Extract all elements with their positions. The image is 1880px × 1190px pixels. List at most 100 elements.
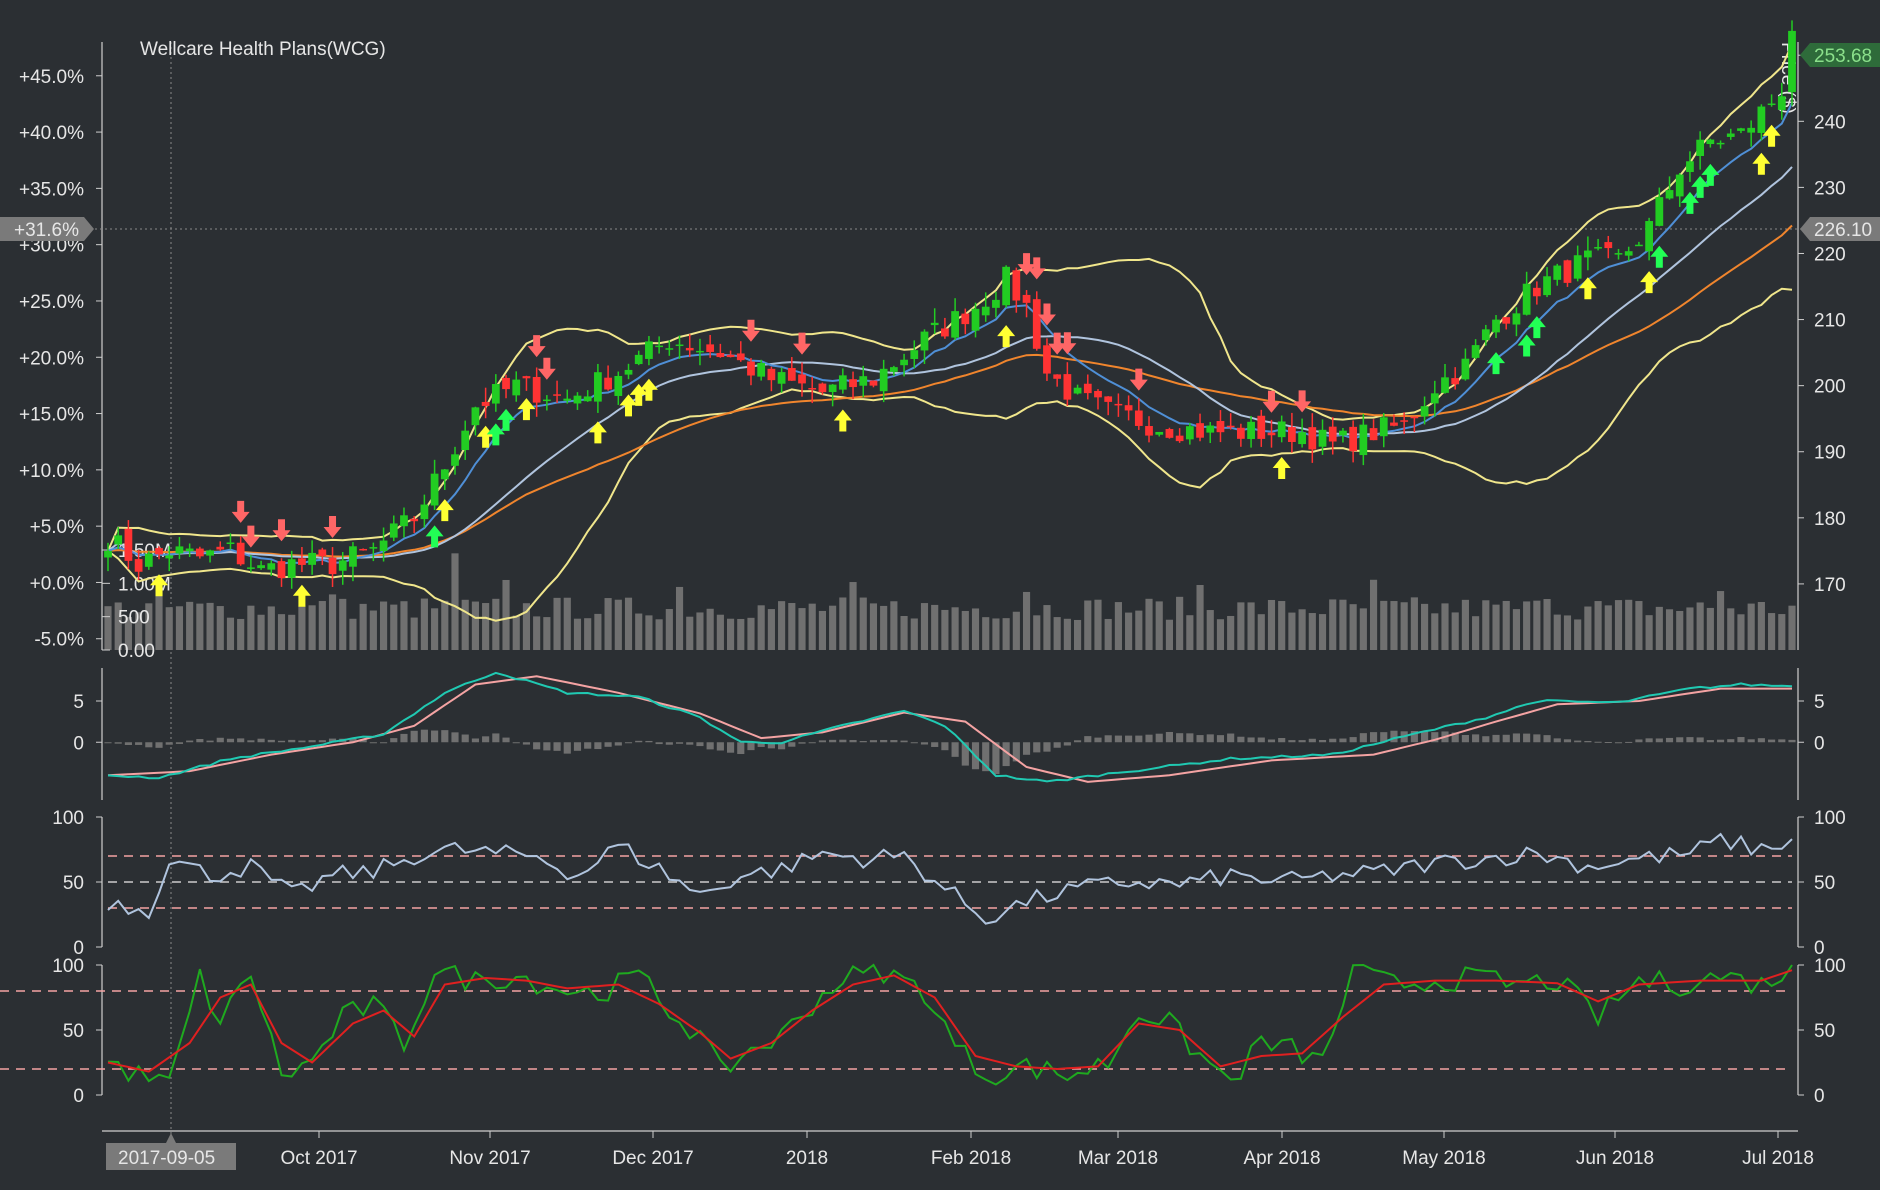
- candle-body: [1185, 426, 1194, 440]
- macd-histogram-bar: [778, 742, 786, 750]
- candle-body: [338, 560, 347, 571]
- macd-histogram-bar: [726, 742, 735, 753]
- macd-histogram-bar: [594, 742, 602, 750]
- macd-histogram-bar: [410, 730, 418, 743]
- volume-bar: [1165, 619, 1174, 650]
- candle-body: [144, 553, 153, 567]
- macd-histogram-bar: [451, 732, 459, 743]
- candle-body: [1063, 374, 1072, 400]
- macd-histogram-bar: [869, 740, 878, 743]
- macd-histogram-bar: [1604, 741, 1612, 743]
- macd-histogram-bar: [114, 742, 122, 744]
- volume-bar: [1196, 585, 1204, 650]
- candle-body: [1502, 317, 1511, 324]
- volume-bar: [482, 603, 490, 650]
- candle-body: [1441, 377, 1449, 393]
- macd-histogram-bar: [1421, 731, 1429, 743]
- volume-bar: [267, 606, 275, 650]
- pct-tick-label: +0.0%: [30, 573, 85, 594]
- candle-body: [736, 353, 745, 361]
- macd-histogram-bar: [1257, 737, 1265, 743]
- volume-bar: [675, 586, 684, 650]
- candle-body: [451, 454, 459, 466]
- volume-bar: [339, 598, 347, 650]
- macd-histogram-bar: [675, 742, 684, 744]
- candle-body: [1196, 423, 1204, 438]
- x-tick-label: Nov 2017: [449, 1148, 530, 1169]
- candle-body: [1349, 426, 1358, 452]
- sell-signal-arrow: [1037, 303, 1056, 326]
- macd-histogram-bar: [1614, 742, 1623, 744]
- macd-histogram-bar: [308, 740, 316, 743]
- volume-bar: [1533, 600, 1541, 650]
- candle-body: [930, 322, 939, 326]
- stoch-layer: 0 0 50 50 100 100: [0, 956, 1846, 1107]
- macd-histogram-bar: [767, 742, 775, 749]
- volume-bar: [1410, 597, 1418, 650]
- volume-bar: [1237, 602, 1245, 650]
- tick-label-left: 5: [73, 692, 84, 713]
- volume-bar: [971, 608, 980, 650]
- candle-body: [1155, 431, 1164, 435]
- macd-histogram-bar: [1247, 737, 1255, 743]
- volume-bar: [716, 614, 724, 650]
- buy-signal-arrow: [1680, 191, 1699, 214]
- volume-bar: [1033, 615, 1041, 650]
- buy-signal-arrow: [1691, 175, 1710, 198]
- volume-bar: [1094, 599, 1102, 650]
- volume-bar: [359, 603, 367, 650]
- macd-histogram-bar: [665, 742, 673, 745]
- macd-histogram-bar: [604, 742, 612, 747]
- buy-signal-arrow: [1272, 456, 1291, 479]
- volume-bar: [451, 553, 459, 650]
- macd-histogram-bar: [1727, 739, 1735, 743]
- macd-histogram-bar: [553, 742, 561, 751]
- candle-body: [1614, 253, 1623, 255]
- candle-body: [277, 561, 286, 579]
- current-price-badge: 226.10: [1800, 217, 1880, 241]
- candle-body: [185, 548, 194, 552]
- candle-body: [287, 559, 296, 578]
- volume-bar: [522, 603, 531, 650]
- macd-histogram-bar: [1227, 733, 1235, 743]
- candle-body: [1114, 403, 1123, 406]
- macd-histogram-bar: [1155, 733, 1163, 743]
- macd-histogram-bar: [686, 742, 694, 745]
- macd-histogram-bar: [614, 742, 622, 746]
- volume-bar: [1390, 601, 1398, 650]
- candle-body: [155, 548, 163, 555]
- macd-histogram-bar: [298, 740, 306, 743]
- macd-histogram-bar: [237, 738, 245, 743]
- volume-bar: [1665, 609, 1674, 650]
- volume-bar: [1063, 618, 1071, 650]
- buy-signal-arrow: [1701, 163, 1720, 186]
- macd-histogram-bar: [226, 738, 235, 743]
- sell-signal-arrow: [1027, 257, 1046, 280]
- macd-histogram-bar: [1410, 731, 1418, 743]
- stoch-d-line: [107, 969, 1793, 1073]
- candle-body: [1022, 294, 1031, 303]
- ma-slow: [107, 224, 1793, 558]
- volume-bar: [124, 617, 132, 650]
- rsi-layer: 0 0 50 50 100 100: [52, 808, 1845, 959]
- macd-histogram-bar: [1431, 732, 1439, 743]
- macd-histogram-bar: [1380, 732, 1388, 743]
- current-pct-badge-shape: [0, 217, 94, 241]
- volume-bar: [1206, 610, 1214, 650]
- macd-histogram-bar: [1492, 734, 1500, 743]
- volume-bar: [1012, 611, 1020, 650]
- volume-bar: [1022, 591, 1031, 650]
- bollinger-lower: [107, 287, 1793, 622]
- candle-body: [247, 567, 255, 569]
- candle-body: [195, 548, 204, 557]
- volume-bar: [563, 597, 571, 650]
- volume-bar: [461, 599, 469, 650]
- candle-body: [430, 473, 439, 506]
- volume-bar: [502, 579, 510, 650]
- candle-body: [1461, 358, 1470, 380]
- candle-body: [1471, 345, 1480, 358]
- buy-signal-arrow: [619, 394, 638, 417]
- candle-body: [941, 328, 949, 337]
- volume-bar: [492, 598, 500, 650]
- macd-histogram-bar: [716, 742, 724, 751]
